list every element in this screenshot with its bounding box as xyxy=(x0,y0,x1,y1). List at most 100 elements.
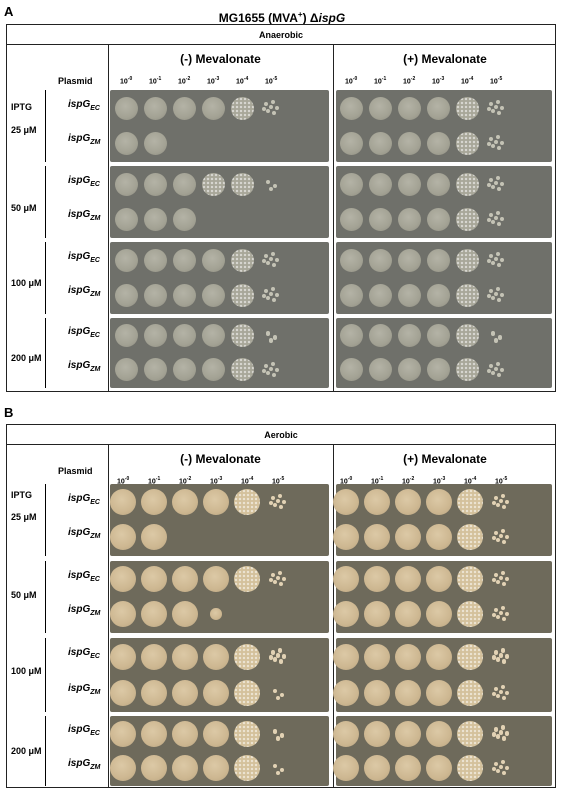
a-plus-dilution-base-3: 10 xyxy=(432,78,440,86)
a-plus-spot-2-0-1 xyxy=(368,248,392,272)
b-plus-spot-1-0-5-colony-1 xyxy=(500,570,506,576)
a-bracket-2 xyxy=(45,242,46,314)
b-plus-spot-3-1-5-colony-0 xyxy=(493,761,499,766)
b-plus-spot-1-0-5-colony-3 xyxy=(495,579,501,585)
a-minus-spot-0-0-5-colony-2 xyxy=(274,105,280,111)
a-plus-spot-3-0-0 xyxy=(339,324,363,347)
b-plasmid-ec-2: ispGEC xyxy=(68,647,100,660)
b-minus-dilution-exp-5: -5 xyxy=(279,476,285,482)
b-plus-spot-0-1-5-colony-2 xyxy=(504,535,510,540)
a-plus-spot-0-1-5-colony-6 xyxy=(493,140,499,145)
strain-title-sup: + xyxy=(297,10,303,19)
b-plus-spot-1-0-3 xyxy=(426,566,452,592)
b-plus-spot-0-1-5-colony-0 xyxy=(493,531,499,536)
a-plus-spot-0-0-4 xyxy=(455,96,479,120)
b-minus-spot-2-0-2 xyxy=(172,643,198,670)
a-minus-spot-0-0-2 xyxy=(172,96,196,120)
a-plus-spot-0-1-5-colony-5 xyxy=(486,142,492,147)
a-minus-spot-0-0-5-colony-4 xyxy=(271,110,277,116)
a-plus-spot-3-0-4 xyxy=(455,324,479,347)
a-plus-spot-2-0-5-colony-6 xyxy=(493,256,499,262)
a-minus-spot-3-1-5-colony-1 xyxy=(270,361,276,366)
a-minus-dilution-5: 10-5 xyxy=(265,76,277,85)
a-minus-spot-2-0-4 xyxy=(230,248,254,272)
b-plus-spot-2-1-5-colony-4 xyxy=(501,695,507,700)
b-minus-spot-0-0-5-colony-2 xyxy=(281,499,287,505)
a-minus-spot-2-1-2 xyxy=(172,283,196,307)
a-plasmid-ec-2-base: ispG xyxy=(68,250,91,262)
b-minus-spot-3-1-4 xyxy=(234,754,260,781)
a-plus-spot-0-1-3 xyxy=(426,131,450,155)
a-plasmid-ec-1: ispGEC xyxy=(68,175,100,188)
b-minus-dilution-4: 10-4 xyxy=(241,476,253,485)
b-plus-spot-0-0-5-colony-0 xyxy=(493,495,499,501)
b-plus-spot-3-0-5-colony-1 xyxy=(500,725,506,730)
a-minus-spot-3-0-5-colony-2 xyxy=(268,338,274,343)
a-minus-dilution-base-2: 10 xyxy=(178,78,186,86)
panel-a-mid-divider xyxy=(333,44,334,392)
b-plus-spot-1-0-5-colony-5 xyxy=(491,577,497,583)
panel-a-plus-mev: (+) Mevalonate xyxy=(403,52,487,66)
a-minus-dilution-exp-2: -2 xyxy=(185,76,191,82)
a-bracket-3 xyxy=(45,318,46,388)
b-minus-spot-3-0-0 xyxy=(110,720,136,747)
strain-title-rest: ) xyxy=(302,11,310,25)
b-minus-dilution-exp-0: -0 xyxy=(124,476,130,482)
b-plus-spot-3-0-5-colony-6 xyxy=(498,730,504,735)
b-minus-spot-2-0-5-colony-2 xyxy=(281,654,287,659)
a-minus-dilution-0: 10-0 xyxy=(120,76,132,85)
a-minus-spot-2-0-5-colony-0 xyxy=(263,253,269,259)
a-minus-spot-0-0-4 xyxy=(230,96,254,120)
b-plus-spot-2-1-5-colony-5 xyxy=(491,691,497,696)
a-minus-spot-2-1-5-colony-1 xyxy=(270,287,276,292)
b-plasmid-zm-0-subscript: ZM xyxy=(90,533,101,541)
b-plasmid-ec-2-base: ispG xyxy=(68,647,91,659)
b-minus-spot-2-0-5-colony-4 xyxy=(278,659,284,664)
b-plus-spot-1-0-4 xyxy=(457,566,483,592)
b-plus-spot-3-0-5-colony-4 xyxy=(501,736,507,741)
a-plasmid-zm-3-base: ispG xyxy=(68,360,91,371)
b-plus-spot-0-1-4 xyxy=(457,524,483,551)
panel-a-letter: A xyxy=(4,4,14,19)
a-plus-spot-1-0-5-colony-5 xyxy=(486,182,492,188)
a-minus-spot-3-1-5-colony-5 xyxy=(261,368,267,373)
b-plus-spot-1-1-1 xyxy=(364,601,390,628)
b-minus-dilution-base-1: 10 xyxy=(148,478,156,486)
b-plus-spot-2-1-2 xyxy=(395,679,421,706)
a-minus-spot-3-0-5-colony-0 xyxy=(265,331,271,336)
strain-gene: ispG xyxy=(318,11,346,25)
b-minus-dilution-base-2: 10 xyxy=(179,478,187,486)
a-minus-dilution-base-5: 10 xyxy=(265,78,273,86)
a-plus-spot-0-0-1 xyxy=(368,96,392,120)
a-minus-spot-3-0-3 xyxy=(201,324,225,347)
a-iptg-level-3: 200 μM xyxy=(11,353,42,363)
a-plasmid-zm-2-base: ispG xyxy=(68,285,91,297)
b-plus-spot-3-1-5-colony-1 xyxy=(500,759,506,764)
b-plus-spot-1-1-4 xyxy=(457,601,483,628)
b-plus-spot-0-0-1 xyxy=(364,489,390,515)
b-minus-spot-0-0-3 xyxy=(203,489,229,515)
b-plus-spot-3-1-2 xyxy=(395,754,421,781)
a-minus-spot-3-1-0 xyxy=(114,358,138,382)
b-plus-dilution-exp-4: -4 xyxy=(471,476,477,482)
a-minus-spot-0-0-5-colony-6 xyxy=(268,104,274,110)
b-plasmid-zm-2-base: ispG xyxy=(68,682,91,694)
b-plasmid-zm-2-subscript: ZM xyxy=(90,688,101,696)
b-minus-spot-3-1-2 xyxy=(172,754,198,781)
b-minus-dilution-base-3: 10 xyxy=(210,478,218,486)
b-plus-dilution-0: 10-0 xyxy=(340,476,352,485)
a-minus-dilution-exp-5: -5 xyxy=(272,76,278,82)
a-plus-spot-0-0-5-colony-6 xyxy=(493,104,499,110)
b-plasmid-zm-3-subscript: ZM xyxy=(90,764,101,771)
a-plus-spot-2-0-4 xyxy=(455,248,479,272)
a-plus-dilution-5: 10-5 xyxy=(490,76,502,85)
b-plus-spot-1-0-5-colony-2 xyxy=(504,576,510,582)
strain-delta: Δ xyxy=(309,11,319,25)
a-plus-spot-2-0-5-colony-4 xyxy=(496,262,502,268)
b-plus-spot-3-0-3 xyxy=(426,720,452,747)
a-minus-spot-2-0-5-colony-4 xyxy=(271,262,277,268)
a-plus-spot-3-1-5-colony-2 xyxy=(499,367,505,372)
b-plus-spot-3-0-1 xyxy=(364,720,390,747)
panel-a-condition: Anaerobic xyxy=(7,25,555,45)
a-minus-spot-1-1-2 xyxy=(172,207,196,231)
